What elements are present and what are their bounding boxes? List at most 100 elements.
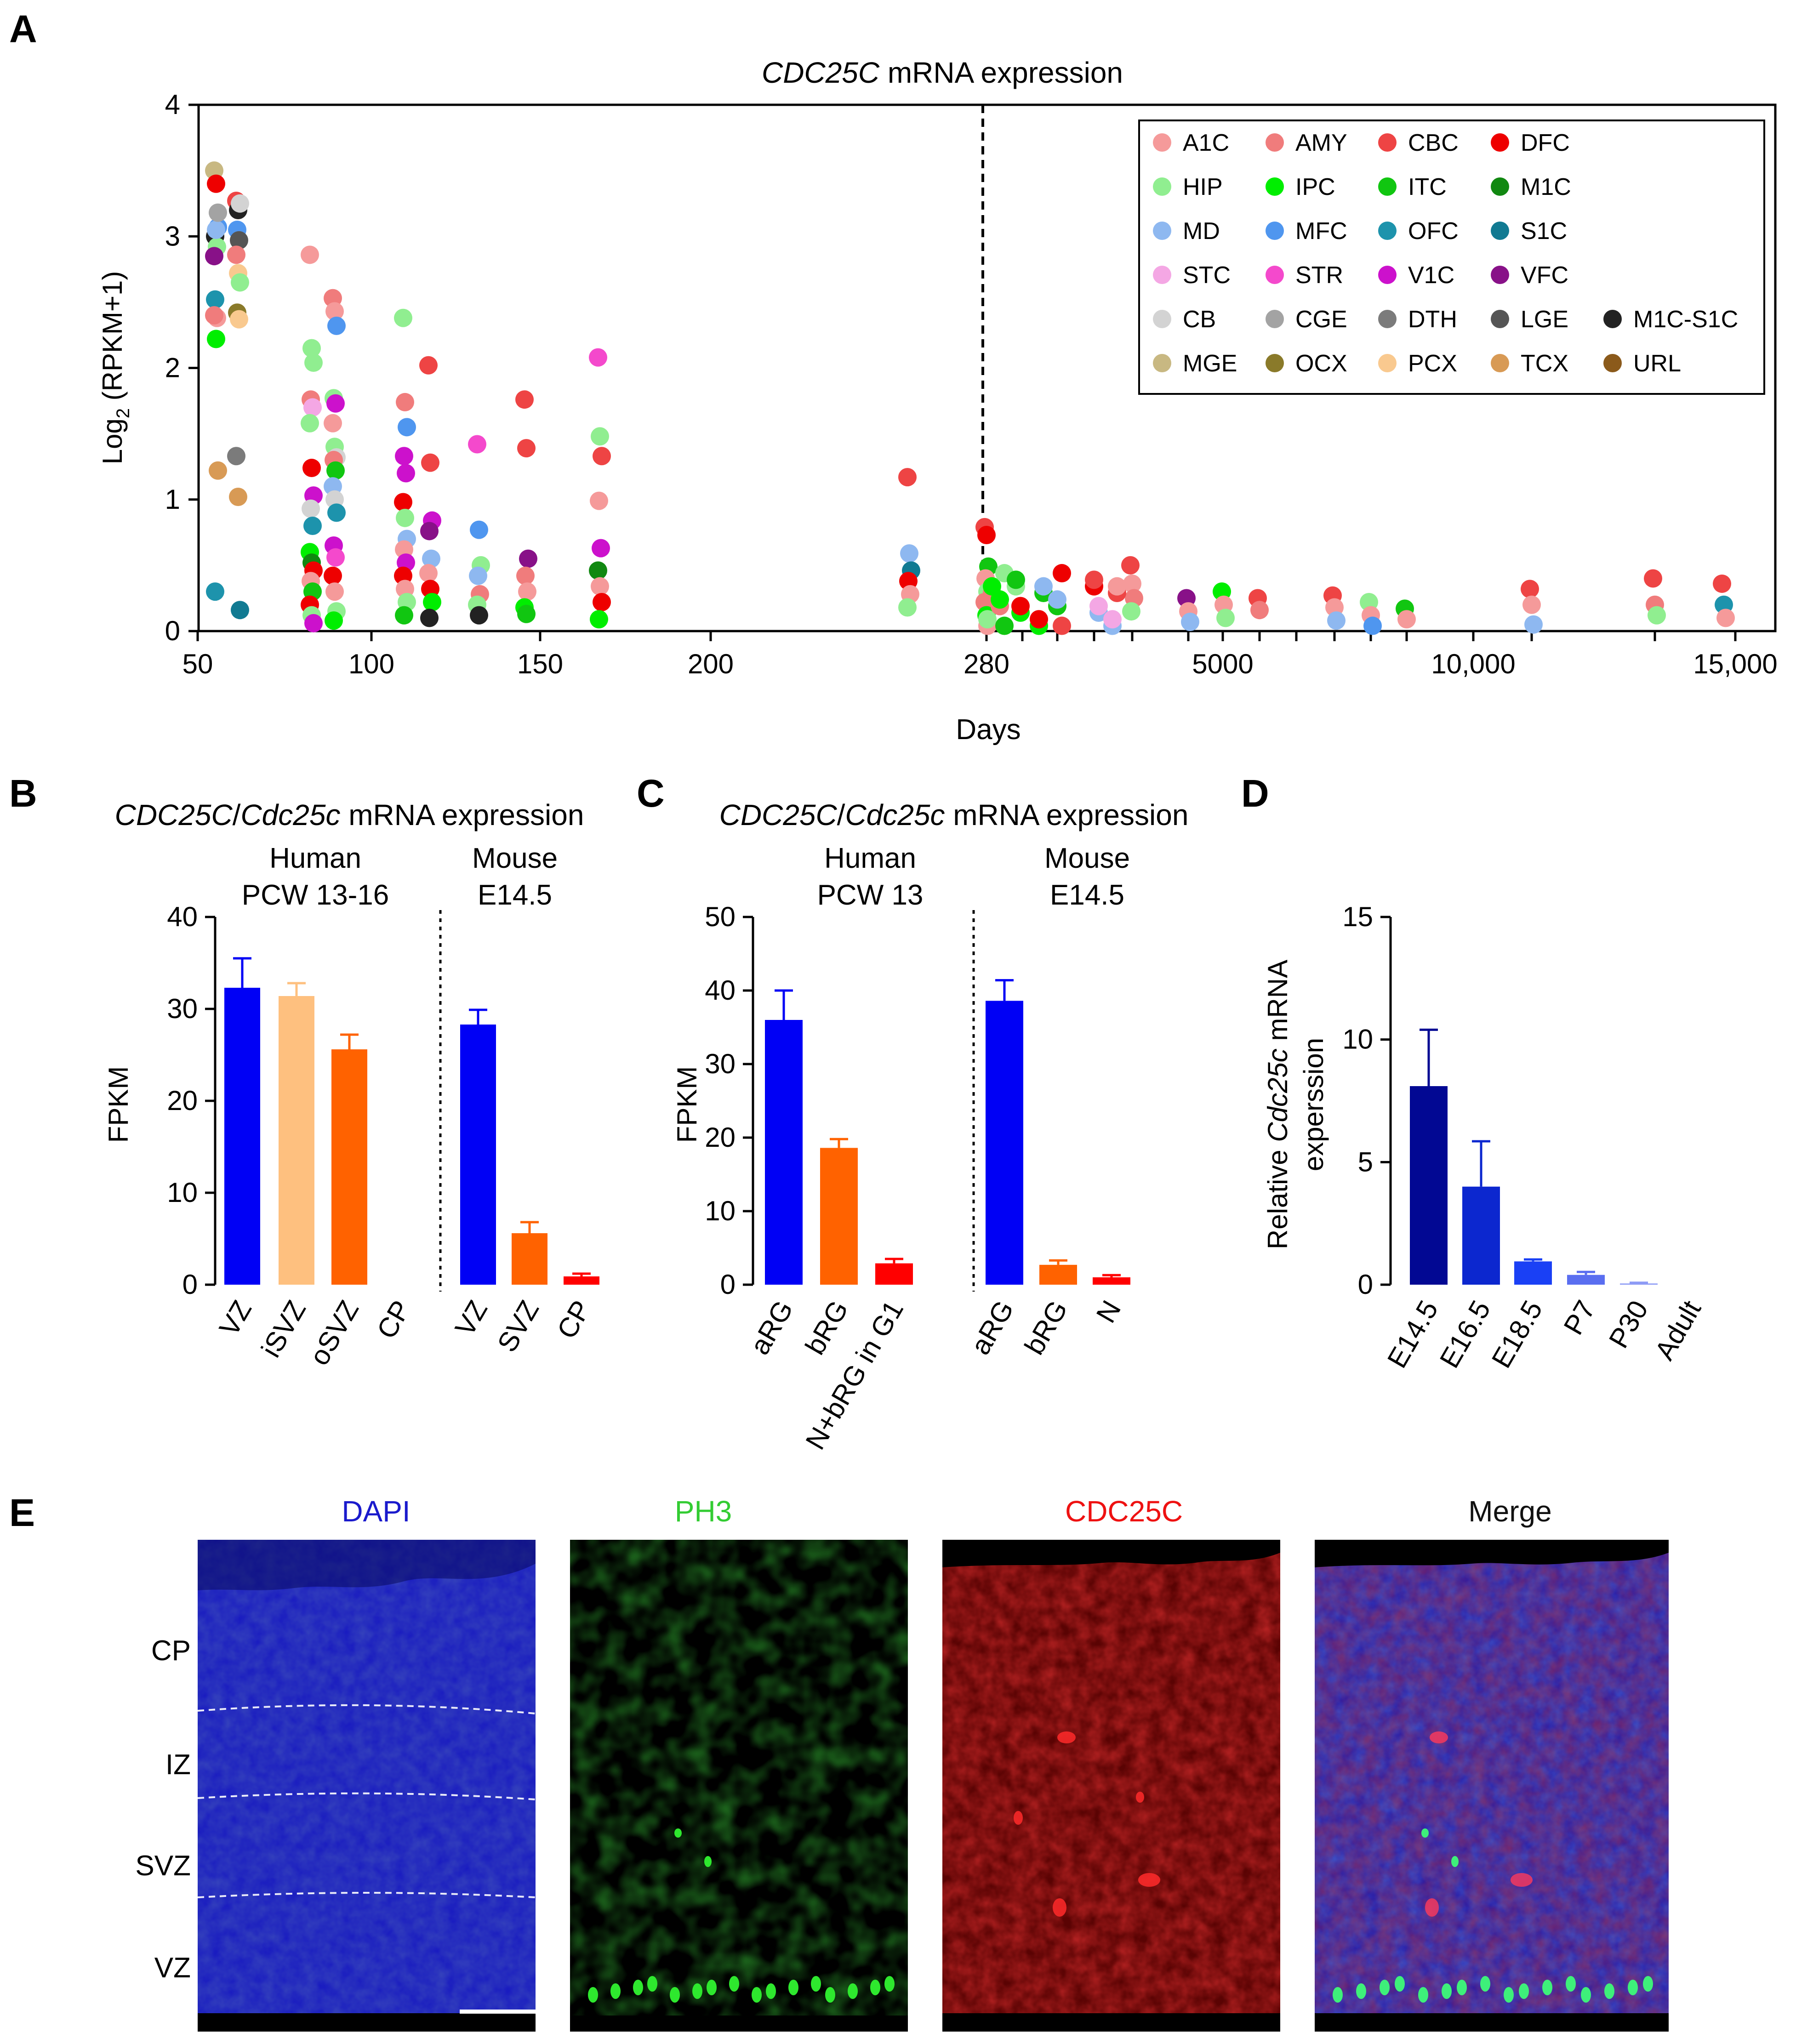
- ph3-cell: [707, 1980, 717, 1995]
- scatter-point-md: [1327, 611, 1346, 630]
- scatter-point-cbc: [1121, 556, 1140, 575]
- scatter-point-md: [469, 566, 487, 585]
- scatter-point-s1c: [231, 601, 249, 620]
- scatter-point-hip: [394, 308, 412, 327]
- ph3-cell: [766, 1983, 776, 1999]
- scatter-point-mfc: [1363, 616, 1382, 635]
- panel-c-title: CDC25C/Cdc25c mRNA expression: [719, 798, 1189, 831]
- scale-bar: [460, 2010, 539, 2014]
- legend-label-ofc: OFC: [1408, 218, 1459, 245]
- scatter-point-dfc: [593, 593, 611, 612]
- legend-marker-ofc: [1378, 222, 1397, 240]
- legend-marker-dth: [1378, 310, 1397, 328]
- scatter-point-dfc: [207, 174, 225, 193]
- zone-label-iz: IZ: [165, 1749, 191, 1781]
- scatter-point-a1c: [325, 582, 344, 601]
- panel-e-title-ph3: PH3: [675, 1495, 732, 1528]
- legend-label-s1c: S1C: [1521, 218, 1567, 245]
- merge-green-cell: [1451, 1856, 1459, 1867]
- panel-a-y-label: Log2 (RPKM+1): [97, 271, 133, 465]
- legend-label-lge: LGE: [1521, 306, 1568, 333]
- scatter-point-cb: [302, 499, 320, 518]
- ph3-cell: [610, 1983, 621, 1999]
- scatter-point-amy: [227, 245, 245, 264]
- bar-isvz: [279, 996, 314, 1285]
- scatter-point-a1c: [1716, 609, 1735, 627]
- panel-d-y-label-line2: experssion: [1298, 1038, 1329, 1171]
- ph3-cell: [884, 1976, 895, 1992]
- scatter-point-vfc: [420, 522, 439, 541]
- bar-category-label: E16.5: [1434, 1295, 1496, 1373]
- zone-label-vz: VZ: [154, 1952, 191, 1984]
- legend-marker-url: [1603, 354, 1622, 372]
- panel-a-y-tick-label: 0: [165, 615, 180, 646]
- scatter-point-hip: [396, 508, 414, 527]
- panel-a-x-tick-label: 15,000: [1693, 649, 1778, 679]
- legend-label-mge: MGE: [1183, 350, 1237, 377]
- scatter-point-dth: [227, 447, 245, 466]
- scatter-point-a1c: [518, 582, 536, 601]
- scatter-point-ipc: [325, 611, 343, 630]
- bar-category-label: VZ: [449, 1295, 493, 1341]
- panel-a-x-tick-label: 200: [688, 649, 734, 679]
- bar-y-tick-label: 0: [182, 1269, 198, 1300]
- merge-image: [1315, 1540, 1669, 2032]
- legend-label-stc: STC: [1183, 262, 1231, 289]
- panel-a-legend: A1C AMY CBC DFC HIP IPC ITC M1C MD MFC OFC S1C STC ST…: [1153, 130, 1738, 377]
- panel-a-legend-box: [1138, 120, 1765, 395]
- scatter-point-vfc: [519, 549, 537, 568]
- merge-green-cell: [1542, 1980, 1552, 1995]
- bar-y-tick-label: 40: [705, 975, 736, 1006]
- legend-label-v1c: V1C: [1408, 262, 1454, 289]
- bar-y-tick-label: 0: [720, 1269, 736, 1300]
- bar-y-tick-label: 20: [705, 1122, 736, 1153]
- scatter-point-mfc: [327, 316, 346, 335]
- bar-vz: [460, 1025, 496, 1285]
- scatter-point-hip: [898, 598, 917, 617]
- panel-c-human-stage: PCW 13: [817, 879, 924, 911]
- scatter-point-md: [1524, 615, 1543, 634]
- cdc25c-cell: [1057, 1731, 1076, 1743]
- scatter-point-v1c: [397, 464, 415, 483]
- merge-green-cell: [1581, 1987, 1591, 2003]
- scatter-point-dfc: [1053, 564, 1071, 583]
- scatter-point-amy: [1250, 601, 1269, 620]
- bar-y-tick-label: 0: [1358, 1269, 1373, 1300]
- scatter-point-itc: [1007, 570, 1025, 589]
- scatter-point-hip: [1648, 606, 1666, 625]
- cdc25c-image: [942, 1540, 1280, 2032]
- merge-green-cell: [1333, 1987, 1343, 2003]
- scatter-point-ofc: [303, 517, 322, 535]
- cdc25c-cell: [1014, 1811, 1023, 1825]
- panel-label-a: A: [9, 7, 37, 51]
- scatter-point-v1c: [326, 394, 345, 413]
- legend-label-url: URL: [1633, 350, 1681, 377]
- panel-c-mouse-stage: E14.5: [1050, 879, 1124, 911]
- scatter-point-m1c-s1c: [470, 606, 488, 625]
- scatter-point-dfc: [394, 493, 412, 512]
- legend-label-md: MD: [1183, 218, 1220, 245]
- bar-p30: [1620, 1283, 1658, 1285]
- scatter-point-itc: [517, 604, 536, 623]
- legend-label-cbc: CBC: [1408, 130, 1459, 156]
- merge-green-cell: [1380, 1980, 1390, 1995]
- panel-c-y-label: FPKM: [672, 1066, 702, 1143]
- panel-b-mouse-label: Mouse: [472, 843, 558, 874]
- bar-n: [1093, 1277, 1130, 1285]
- scatter-point-md: [1181, 612, 1199, 631]
- scatter-point-a1c: [419, 564, 438, 583]
- scatter-point-cbc: [1521, 580, 1539, 598]
- cdc25c-cell: [1138, 1873, 1160, 1887]
- bar-category-label: Adult: [1649, 1295, 1707, 1365]
- panel-a-scatter: CDC25C mRNA expression 0 1 2 3 4 50 100 150 200…: [97, 56, 1778, 746]
- legend-marker-md: [1153, 222, 1171, 240]
- scatter-point-a1c: [1522, 595, 1541, 614]
- bar-vz: [224, 988, 260, 1285]
- legend-label-cge: CGE: [1295, 306, 1347, 333]
- legend-marker-cbc: [1378, 133, 1397, 152]
- scatter-point-tcx: [229, 488, 247, 507]
- bar-category-label: E18.5: [1486, 1295, 1548, 1373]
- bar-y-tick-label: 30: [705, 1048, 736, 1079]
